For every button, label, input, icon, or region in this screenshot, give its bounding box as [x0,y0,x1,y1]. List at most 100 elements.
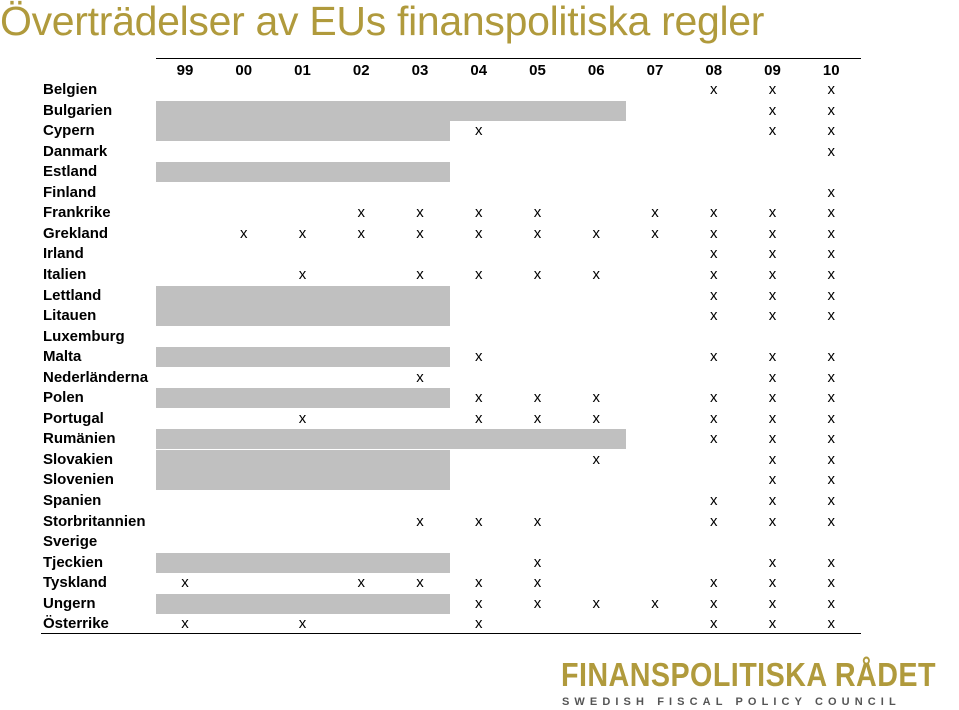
violation-mark: x [827,142,836,160]
violation-mark: x [768,553,777,571]
pre-membership-shade [156,306,450,327]
council-logo-subtitle: SWEDISH FISCAL POLICY COUNCIL [562,696,901,708]
violation-mark: x [416,265,424,283]
violation-mark: x [475,348,483,366]
council-logo-name: FINANSPOLITISKA RÅDET [561,656,936,693]
violation-mark: x [768,389,777,407]
year-header: 06 [587,62,605,79]
violation-mark: x [827,594,836,612]
violation-mark: x [710,409,718,427]
violation-mark: x [416,368,424,386]
violation-mark: x [592,409,601,427]
violation-mark: x [710,492,718,509]
violation-mark: x [827,224,836,242]
year-header: 99 [176,62,194,79]
country-label: Grekland [43,224,109,242]
year-header: 02 [352,62,370,79]
violation-mark: x [827,409,836,427]
violation-mark: x [768,512,777,530]
pre-membership-shade [156,388,450,409]
violation-mark: x [827,574,836,592]
violation-mark: x [651,594,659,612]
violation-mark: x [768,594,777,612]
violation-mark: x [298,409,307,427]
violation-mark: x [827,615,836,633]
violation-mark: x [533,574,542,592]
violation-mark: x [710,512,718,530]
violation-mark: x [710,81,718,98]
violation-mark: x [475,615,483,633]
pre-membership-shade [156,162,450,183]
violation-mark: x [592,389,601,407]
pre-membership-shade [156,552,450,573]
violation-mark: x [533,409,542,427]
year-header: 08 [705,62,723,79]
violation-mark: x [827,368,836,386]
country-label: Lettland [43,286,102,304]
pre-membership-shade [156,347,450,368]
violation-mark: x [475,512,483,530]
pre-membership-shade [156,429,626,450]
violation-mark: x [710,286,718,304]
year-header: 00 [235,62,253,79]
country-label: Cypern [43,122,95,140]
violation-mark: x [475,574,483,592]
violation-mark: x [827,286,836,304]
country-label: Bulgarien [43,101,113,119]
year-header: 07 [646,62,664,79]
violation-mark: x [768,245,777,263]
violation-mark: x [827,81,836,98]
violation-mark: x [768,450,777,468]
violation-mark: x [768,348,777,366]
violation-mark: x [592,224,601,242]
violation-mark: x [710,307,718,325]
table-bottom-rule [41,633,861,634]
country-label: Belgien [43,81,98,98]
country-label: Storbritannien [43,512,146,530]
violation-mark: x [827,101,836,119]
violation-mark: x [827,553,836,571]
country-label: Tyskland [43,574,107,592]
violation-mark: x [827,122,836,140]
country-label: Irland [43,245,84,263]
violation-mark: x [416,204,424,222]
violation-mark: x [768,81,777,98]
country-label: Litauen [43,307,97,325]
year-header: 04 [470,62,488,79]
pre-membership-shade [156,100,626,121]
violation-mark: x [827,348,836,366]
violation-mark: x [592,265,601,283]
violation-mark: x [533,265,542,283]
violation-mark: x [475,204,483,222]
country-label: Rumänien [43,430,116,448]
violation-mark: x [533,204,542,222]
violation-mark: x [768,574,777,592]
violation-mark: x [475,265,483,283]
violation-mark: x [768,368,777,386]
violation-mark: x [533,553,542,571]
violation-mark: x [651,224,659,242]
country-label: Nederländerna [43,368,149,386]
violation-mark: x [592,450,601,468]
country-label: Ungern [43,594,96,612]
violation-mark: x [651,204,659,222]
year-header: 03 [411,62,429,79]
country-label: Spanien [43,492,102,509]
country-label: Slovenien [43,471,114,489]
country-label: Österrike [43,615,109,633]
violations-table: 99 00 01 02 03 04 05 06 07 08 09 10 Belgien x x x Bulgar… [41,58,861,634]
violation-mark: x [827,512,836,530]
slide-title: Överträdelser av EUs finanspolitiska reg… [0,0,765,44]
violation-mark: x [475,122,483,140]
violation-mark: x [416,574,424,592]
violation-mark: x [768,265,777,283]
violation-mark: x [475,409,483,427]
year-header: 10 [822,62,840,79]
violation-mark: x [827,471,836,489]
violation-mark: x [475,594,483,612]
violation-mark: x [475,224,483,242]
country-label: Tjeckien [43,553,104,571]
violation-mark: x [475,389,483,407]
violation-mark: x [710,265,718,283]
violation-mark: x [533,224,542,242]
